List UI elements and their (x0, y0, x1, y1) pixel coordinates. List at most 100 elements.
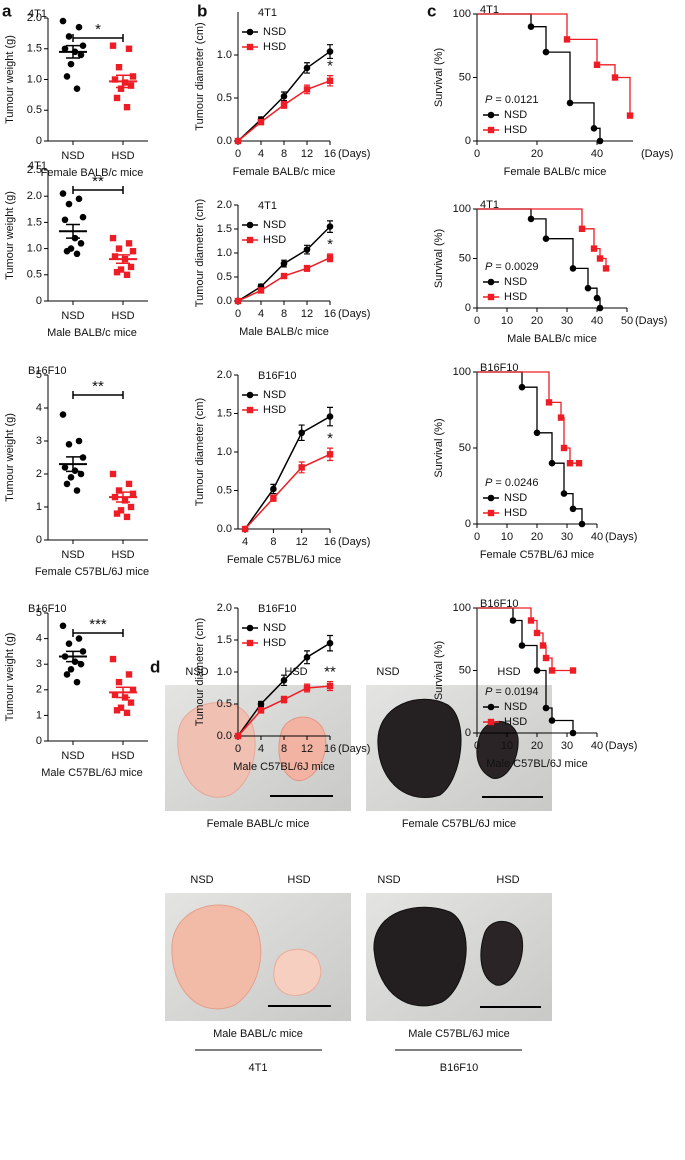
x-unit: (Days) (605, 740, 637, 752)
y-tick-label: 0 (465, 518, 471, 530)
marker (303, 246, 311, 253)
marker (123, 709, 131, 717)
annotation: B16F10 (480, 598, 519, 610)
x-tick-label: 4 (258, 743, 264, 755)
error-bar (66, 456, 80, 473)
marker (569, 729, 577, 737)
x-tick-label: 20 (531, 148, 543, 160)
y-tick-label: 0.5 (217, 698, 232, 710)
y-tick-label: 0.0 (217, 295, 232, 307)
y-axis-label: Tumour diameter (cm) (194, 22, 206, 130)
y-axis-label: Tumour diameter (cm) (194, 199, 206, 307)
y-tick-label: 0 (465, 727, 471, 739)
marker (79, 213, 87, 221)
marker (77, 51, 85, 59)
x-axis-label: Female BALB/c mice (504, 166, 607, 178)
photo-caption: Male BABL/c mice (213, 1028, 303, 1040)
y-tick-label: 5 (36, 607, 42, 619)
y-tick-label: 1 (36, 501, 42, 513)
photo-caption: Male C57BL/6J mice (408, 1028, 510, 1040)
marker (59, 17, 67, 25)
y-tick-label: 4 (36, 402, 42, 414)
significance-bracket (72, 391, 124, 399)
x-tick-label: 0 (474, 531, 480, 543)
x-axis-label: Male BALB/c mice (239, 326, 329, 338)
marker (59, 190, 67, 197)
x-tick-label: 4 (258, 148, 264, 160)
significance: * (327, 58, 333, 75)
marker (280, 101, 288, 109)
marker (303, 265, 311, 272)
marker (548, 667, 556, 674)
marker (518, 642, 526, 649)
marker (73, 487, 81, 494)
marker (533, 629, 541, 637)
legend-label: NSD (263, 389, 286, 401)
y-tick-label: 50 (459, 252, 471, 264)
x-tick-label: 30 (561, 315, 573, 327)
x-tick-label: 12 (301, 743, 313, 755)
marker (569, 667, 577, 674)
marker (67, 60, 75, 68)
marker (234, 137, 242, 145)
marker (303, 653, 311, 661)
x-tick-label: 0 (474, 148, 480, 160)
legend-label: NSD (504, 492, 527, 504)
legend-marker (246, 406, 254, 414)
photo-label: NSD (185, 666, 208, 678)
legend-marker (246, 43, 254, 51)
y-axis-label: Survival (%) (433, 418, 445, 477)
photo-label: HSD (497, 666, 520, 678)
y-tick-label: 1.5 (217, 223, 232, 235)
x-tick-label: 8 (281, 743, 287, 755)
x-tick-label: HSD (111, 310, 134, 322)
marker (109, 470, 117, 478)
marker (75, 635, 83, 642)
y-tick-label: 2.0 (27, 12, 42, 24)
p-symbol: P (485, 261, 493, 273)
marker (596, 137, 604, 145)
marker (123, 103, 131, 111)
panel-letter: c (427, 1, 436, 20)
marker (77, 470, 85, 478)
marker (75, 23, 83, 31)
marker (326, 254, 334, 261)
marker (596, 255, 604, 262)
photo-label: NSD (190, 874, 213, 886)
legend-label: HSD (504, 124, 527, 136)
legend-label: NSD (504, 701, 527, 713)
marker (125, 671, 133, 678)
legend-label: HSD (263, 234, 286, 246)
y-tick-label: 2.0 (217, 369, 232, 381)
error-bar (116, 686, 130, 699)
marker (326, 48, 334, 55)
marker (303, 86, 311, 93)
x-tick-label: 20 (531, 531, 543, 543)
x-tick-label: HSD (111, 750, 134, 762)
y-tick-label: 1.0 (217, 247, 232, 259)
y-tick-label: 4 (36, 633, 42, 645)
significance: ** (92, 378, 104, 395)
photo-caption: Female C57BL/6J mice (402, 818, 516, 830)
marker (539, 642, 547, 649)
marker (303, 684, 311, 692)
marker (113, 510, 121, 517)
legend-label: HSD (263, 404, 286, 416)
marker (560, 490, 568, 497)
marker (234, 297, 242, 305)
p-symbol: P (485, 94, 493, 106)
x-tick-label: HSD (111, 150, 134, 162)
legend-marker (246, 236, 254, 244)
marker (326, 77, 334, 84)
x-tick-label: 4 (258, 308, 264, 320)
marker (280, 92, 288, 100)
significance: ** (324, 664, 336, 681)
marker (542, 235, 550, 242)
legend-label: HSD (263, 637, 286, 649)
annotation: 4T1 (480, 199, 499, 211)
x-unit: (Days) (605, 531, 637, 543)
y-axis-label: Tumour diameter (cm) (194, 618, 206, 726)
x-tick-label: 40 (591, 740, 603, 752)
annotation: 4T1 (480, 4, 499, 16)
